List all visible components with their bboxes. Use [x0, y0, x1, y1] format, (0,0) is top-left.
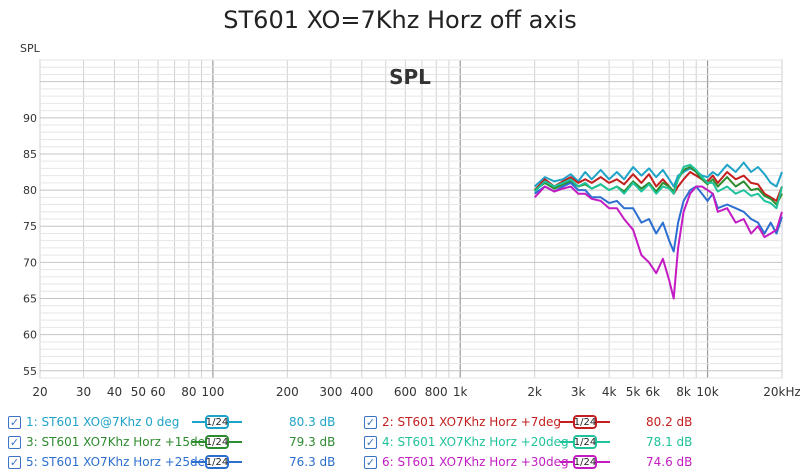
x-tick-label: 20 [32, 385, 47, 399]
x-tick-label: 20kHz [763, 385, 800, 399]
x-tick-label: 6k [645, 385, 660, 399]
legend-checkbox[interactable]: ✓ [8, 455, 21, 469]
smoothing-button[interactable]: 1/24 [205, 415, 229, 429]
legend-item-2: ✓ 2: ST601 XO7Khz Horz +7deg [364, 412, 561, 432]
x-tick-label: 30 [76, 385, 91, 399]
tick-layer: 20 30 40 50 60 80 100 200 300 400 600 800 1k 2k 3k 4k 5k… [20, 42, 800, 399]
legend-checkbox[interactable]: ✓ [364, 435, 377, 449]
x-tick-label: 300 [319, 385, 342, 399]
legend-value: 79.3 dB [289, 435, 336, 449]
series-line-4 [533, 163, 783, 210]
smoothing-button[interactable]: 1/24 [205, 455, 229, 469]
x-tick-label: 40 [107, 385, 122, 399]
legend-checkbox[interactable]: ✓ [364, 455, 377, 469]
x-tick-label: 200 [276, 385, 299, 399]
legend-value: 74.6 dB [646, 455, 693, 469]
chart-title: ST601 XO=7Khz Horz off axis [223, 6, 577, 34]
legend: ✓ 1: ST601 XO@7Khz 0 deg 1/24 80.3 dB ✓ 2: ST… [0, 408, 800, 474]
legend-value: 80.3 dB [289, 415, 336, 429]
legend-label: 2: ST601 XO7Khz Horz +7deg [382, 415, 561, 429]
y-tick-label: 60 [23, 329, 37, 342]
series-layer [533, 161, 783, 300]
legend-label: 1: ST601 XO@7Khz 0 deg [26, 415, 180, 429]
x-tick-label: 600 [394, 385, 417, 399]
x-tick-label: 800 [425, 385, 448, 399]
smoothing-button[interactable]: 1/24 [573, 415, 597, 429]
x-tick-label: 2k [527, 385, 542, 399]
x-tick-label: 1k [453, 385, 468, 399]
y-tick-label: 55 [23, 365, 37, 378]
smoothing-button[interactable]: 1/24 [573, 455, 597, 469]
x-tick-label: 10k [696, 385, 718, 399]
smoothing-button[interactable]: 1/24 [573, 435, 597, 449]
series-line-3 [534, 166, 783, 206]
y-tick-label: 70 [23, 256, 37, 269]
legend-item-6: ✓ 6: ST601 XO7Khz Horz +30deg [364, 452, 569, 472]
y-tick-label: 90 [23, 112, 37, 125]
legend-value: 76.3 dB [289, 455, 336, 469]
legend-value: 80.2 dB [646, 415, 693, 429]
x-tick-label: 60 [150, 385, 165, 399]
y-tick-label: 75 [23, 220, 37, 233]
grid-layer [39, 59, 783, 379]
legend-label: 6: ST601 XO7Khz Horz +30deg [382, 455, 569, 469]
x-tick-label: 80 [181, 385, 196, 399]
y-tick-label: 80 [23, 184, 37, 197]
legend-checkbox[interactable]: ✓ [8, 435, 21, 449]
legend-checkbox[interactable]: ✓ [8, 415, 21, 429]
y-tick-label: 85 [23, 148, 37, 161]
legend-item-1: ✓ 1: ST601 XO@7Khz 0 deg [8, 412, 179, 432]
legend-checkbox[interactable]: ✓ [364, 415, 377, 429]
series-line-6 [533, 185, 783, 300]
x-tick-label: 3k [571, 385, 586, 399]
series-line-1 [534, 161, 783, 188]
y-axis-label: SPL [20, 42, 41, 55]
legend-label: 4: ST601 XO7Khz Horz +20deg [382, 435, 569, 449]
plot-watermark-label: SPL [389, 65, 431, 89]
x-tick-label: 50 [131, 385, 146, 399]
x-tick-label: 5k [626, 385, 641, 399]
legend-value: 78.1 dB [646, 435, 693, 449]
x-tick-label: 100 [201, 385, 224, 399]
x-tick-label: 400 [350, 385, 373, 399]
series-line-5 [534, 181, 783, 253]
x-tick-label: 8k [676, 385, 691, 399]
y-tick-label: 65 [23, 293, 37, 306]
smoothing-button[interactable]: 1/24 [205, 435, 229, 449]
legend-label: 3: ST601 XO7Khz Horz +15deg [26, 435, 213, 449]
legend-item-3: ✓ 3: ST601 XO7Khz Horz +15deg [8, 432, 213, 452]
x-tick-label: 4k [602, 385, 617, 399]
legend-item-5: ✓ 5: ST601 XO7Khz Horz +25deg [8, 452, 213, 472]
legend-item-4: ✓ 4: ST601 XO7Khz Horz +20deg [364, 432, 569, 452]
legend-label: 5: ST601 XO7Khz Horz +25deg [26, 455, 213, 469]
